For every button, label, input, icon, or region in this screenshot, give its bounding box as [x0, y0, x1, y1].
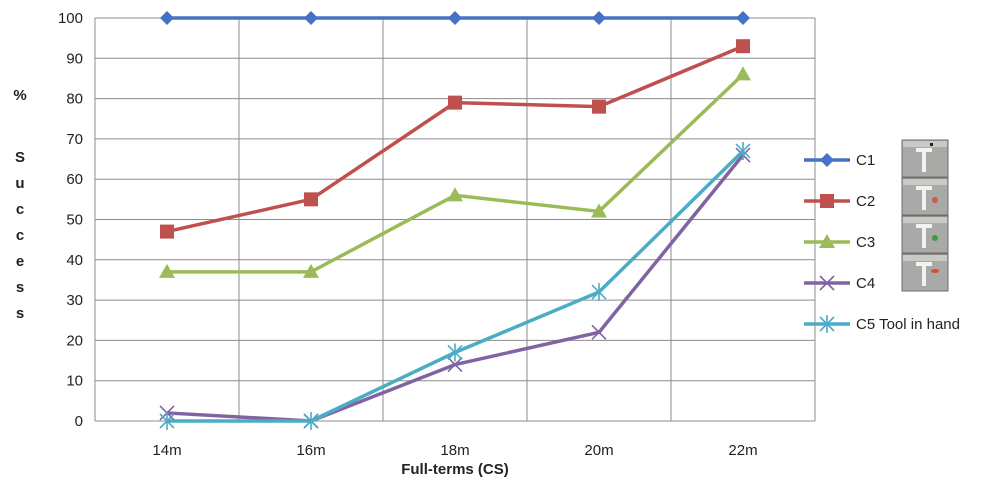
- y-axis-title-char: e: [16, 253, 24, 270]
- tool-photo-c3: [901, 215, 949, 254]
- data-point: [448, 11, 462, 25]
- series-c5-tool-in-hand: [159, 141, 751, 430]
- legend-item: C3: [804, 234, 875, 251]
- data-point: [591, 324, 607, 340]
- data-point: [447, 357, 463, 373]
- data-point: [591, 283, 607, 302]
- data-point: [447, 187, 463, 202]
- legend-swatch-marker: [820, 194, 834, 208]
- legend-swatch-marker: [819, 234, 835, 248]
- x-tick-label: 22m: [728, 442, 757, 459]
- legend: C1 C2 C3 C4 C5 Tool in hand: [804, 152, 960, 333]
- data-point: [159, 412, 175, 430]
- data-point: [303, 412, 319, 430]
- legend-swatch-marker: [819, 275, 835, 291]
- y-tick-label: 10: [66, 373, 83, 390]
- series-group: [159, 11, 751, 430]
- tool-photo-c4: [901, 253, 949, 292]
- x-tick-label: 14m: [152, 442, 181, 459]
- data-point: [159, 263, 175, 278]
- y-tick-label: 20: [66, 332, 83, 349]
- data-point: [735, 66, 751, 81]
- y-axis-title-char: s: [16, 279, 24, 296]
- data-point: [591, 203, 607, 218]
- y-tick-label: 70: [66, 131, 83, 148]
- y-axis-title-char: %: [13, 87, 26, 104]
- legend-item: C4: [804, 275, 875, 292]
- y-tick-label: 0: [75, 413, 83, 430]
- data-point: [736, 39, 750, 54]
- tool-photo-c2: [901, 177, 949, 216]
- legend-swatch-marker: [819, 315, 835, 333]
- legend-item: C1: [804, 152, 875, 169]
- y-axis-title-char: s: [16, 305, 24, 322]
- x-tick-label: 20m: [584, 442, 613, 459]
- legend-label: C5 Tool in hand: [856, 316, 960, 333]
- x-tick-label: 16m: [296, 442, 325, 459]
- y-tick-label: 80: [66, 91, 83, 108]
- legend-swatch-marker: [820, 153, 834, 167]
- data-point: [304, 11, 318, 25]
- legend-item: C5 Tool in hand: [804, 315, 960, 333]
- data-point: [447, 343, 463, 362]
- y-axis-title-char: c: [16, 227, 24, 244]
- data-point: [160, 224, 174, 239]
- y-axis-title-char: u: [15, 175, 24, 192]
- data-point: [303, 263, 319, 278]
- y-axis-title-char: c: [16, 201, 24, 218]
- y-tick-label: 50: [66, 212, 83, 229]
- data-point: [448, 95, 462, 110]
- y-axis-title-char: S: [15, 149, 25, 166]
- legend-thumbnails: [901, 139, 949, 292]
- tool-photo-c1: [901, 139, 949, 178]
- series-c3: [159, 66, 751, 278]
- legend-label: C1: [856, 152, 875, 169]
- y-tick-label: 30: [66, 292, 83, 309]
- legend-item: C2: [804, 193, 875, 210]
- legend-label: C4: [856, 275, 875, 292]
- y-tick-label: 60: [66, 171, 83, 188]
- y-tick-label: 90: [66, 50, 83, 67]
- data-point: [736, 11, 750, 25]
- data-point: [304, 192, 318, 207]
- data-point: [735, 141, 751, 160]
- y-axis-ticks: 0 10 20 30 40 50 60 70 80 90 100: [58, 10, 83, 430]
- x-axis-title: Full-terms (CS): [401, 461, 509, 478]
- legend-label: C2: [856, 193, 875, 210]
- x-tick-label: 18m: [440, 442, 469, 459]
- legend-label: C3: [856, 234, 875, 251]
- y-tick-label: 100: [58, 10, 83, 27]
- data-point: [592, 99, 606, 114]
- series-c1: [160, 11, 750, 25]
- data-point: [592, 11, 606, 25]
- series-c2: [160, 39, 750, 239]
- x-axis-ticks: 14m 16m 18m 20m 22m: [152, 442, 757, 459]
- y-tick-label: 40: [66, 252, 83, 269]
- data-point: [160, 11, 174, 25]
